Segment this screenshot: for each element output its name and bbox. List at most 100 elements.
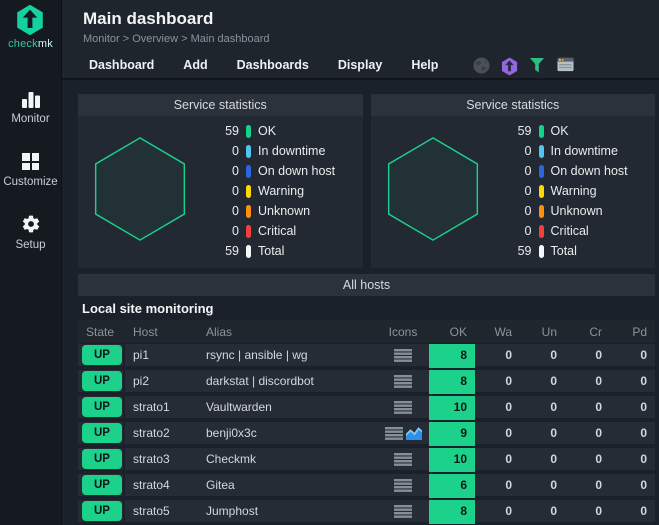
host-name[interactable]: strato4 <box>125 474 198 498</box>
host-state-badge[interactable]: UP <box>82 501 122 521</box>
checkmk-logo[interactable]: checkmk <box>8 4 53 50</box>
col-header-cr[interactable]: Cr <box>589 324 602 339</box>
host-name[interactable]: strato2 <box>125 422 198 446</box>
ok-count[interactable]: 6 <box>429 474 475 498</box>
host-state-badge[interactable]: UP <box>82 397 122 417</box>
pending-count[interactable]: 0 <box>610 448 655 472</box>
ok-count[interactable]: 8 <box>429 370 475 394</box>
unknown-count[interactable]: 0 <box>520 474 565 498</box>
checkmk-version-icon[interactable] <box>501 57 518 75</box>
service-graphs-icon[interactable] <box>405 426 422 440</box>
critical-count[interactable]: 0 <box>565 344 610 368</box>
host-name[interactable]: pi1 <box>125 344 198 368</box>
host-state-badge[interactable]: UP <box>82 475 122 495</box>
ok-count[interactable]: 9 <box>429 422 475 446</box>
warning-count[interactable]: 0 <box>475 500 520 524</box>
col-header-icons[interactable]: Icons <box>388 324 418 339</box>
service-menu-icon[interactable] <box>394 452 412 466</box>
host-name[interactable]: strato3 <box>125 448 198 472</box>
host-state-badge[interactable]: UP <box>82 371 122 391</box>
col-header-pd[interactable]: Pd <box>632 324 647 339</box>
sidebar-item-monitor[interactable]: Monitor <box>0 84 61 129</box>
legend-item[interactable]: 0 Unknown <box>213 201 335 221</box>
service-stats-hexagon[interactable] <box>91 136 189 247</box>
host-alias: Vaultwarden <box>198 396 377 420</box>
unknown-count[interactable]: 0 <box>520 396 565 420</box>
pending-count[interactable]: 0 <box>610 500 655 524</box>
host-state-badge[interactable]: UP <box>82 423 122 443</box>
unknown-count[interactable]: 0 <box>520 422 565 446</box>
filter-icon[interactable] <box>529 57 546 74</box>
globe-icon[interactable] <box>473 57 490 74</box>
pending-count[interactable]: 0 <box>610 422 655 446</box>
warning-count[interactable]: 0 <box>475 422 520 446</box>
unknown-count[interactable]: 0 <box>520 344 565 368</box>
service-menu-icon[interactable] <box>384 426 403 440</box>
col-header-un[interactable]: Un <box>541 324 557 339</box>
critical-count[interactable]: 0 <box>565 370 610 394</box>
ok-count[interactable]: 10 <box>429 396 475 420</box>
menu-item-add[interactable]: Add <box>183 58 208 72</box>
critical-count[interactable]: 0 <box>565 474 610 498</box>
legend-item[interactable]: 59 OK <box>506 121 628 141</box>
service-menu-icon[interactable] <box>394 478 412 492</box>
host-name[interactable]: pi2 <box>125 370 198 394</box>
unknown-count[interactable]: 0 <box>520 448 565 472</box>
pending-count[interactable]: 0 <box>610 344 655 368</box>
critical-count[interactable]: 0 <box>565 448 610 472</box>
ok-count[interactable]: 8 <box>429 344 475 368</box>
warning-count[interactable]: 0 <box>475 370 520 394</box>
service-menu-icon[interactable] <box>394 374 412 388</box>
host-name[interactable]: strato1 <box>125 396 198 420</box>
sidebar-item-setup[interactable]: Setup <box>0 210 61 255</box>
service-menu-icon[interactable] <box>394 348 412 362</box>
host-state-badge[interactable]: UP <box>82 345 122 365</box>
legend-item[interactable]: 0 In downtime <box>213 141 335 161</box>
pending-count[interactable]: 0 <box>610 396 655 420</box>
legend-color-pill <box>246 144 251 158</box>
warning-count[interactable]: 0 <box>475 344 520 368</box>
warning-count[interactable]: 0 <box>475 396 520 420</box>
pending-count[interactable]: 0 <box>610 474 655 498</box>
ok-count[interactable]: 10 <box>429 448 475 472</box>
legend-item[interactable]: 59 OK <box>213 121 335 141</box>
legend-label: Critical <box>258 224 297 238</box>
service-stats-legend: 59 OK 0 In downtime <box>506 121 628 261</box>
legend-item[interactable]: 0 In downtime <box>506 141 628 161</box>
popup-window-icon[interactable] <box>557 57 574 74</box>
host-state-badge[interactable]: UP <box>82 449 122 469</box>
col-header-state[interactable]: State <box>86 324 115 339</box>
critical-count[interactable]: 0 <box>565 422 610 446</box>
legend-label: Total <box>258 244 285 258</box>
legend-item[interactable]: 0 On down host <box>506 161 628 181</box>
menu-item-dashboards[interactable]: Dashboards <box>236 58 309 72</box>
host-name[interactable]: strato5 <box>125 500 198 524</box>
legend-item[interactable]: 0 Warning <box>213 181 335 201</box>
ok-count[interactable]: 8 <box>429 500 475 524</box>
sidebar-item-customize[interactable]: Customize <box>0 147 61 192</box>
legend-item[interactable]: 59 Total <box>213 241 335 261</box>
warning-count[interactable]: 0 <box>475 448 520 472</box>
menu-item-dashboard[interactable]: Dashboard <box>89 58 155 72</box>
col-header-wa[interactable]: Wa <box>494 324 512 339</box>
unknown-count[interactable]: 0 <box>520 500 565 524</box>
unknown-count[interactable]: 0 <box>520 370 565 394</box>
service-menu-icon[interactable] <box>394 400 412 414</box>
legend-item[interactable]: 0 Unknown <box>506 201 628 221</box>
critical-count[interactable]: 0 <box>565 500 610 524</box>
menu-item-help[interactable]: Help <box>411 58 439 72</box>
menu-item-display[interactable]: Display <box>337 58 383 72</box>
legend-item[interactable]: 0 Critical <box>506 221 628 241</box>
service-stats-hexagon[interactable] <box>384 136 482 247</box>
critical-count[interactable]: 0 <box>565 396 610 420</box>
col-header-ok[interactable]: OK <box>449 324 467 339</box>
warning-count[interactable]: 0 <box>475 474 520 498</box>
legend-item[interactable]: 59 Total <box>506 241 628 261</box>
legend-item[interactable]: 0 Warning <box>506 181 628 201</box>
col-header-alias[interactable]: Alias <box>206 324 233 339</box>
legend-item[interactable]: 0 On down host <box>213 161 335 181</box>
service-menu-icon[interactable] <box>394 504 412 518</box>
legend-item[interactable]: 0 Critical <box>213 221 335 241</box>
pending-count[interactable]: 0 <box>610 370 655 394</box>
col-header-host[interactable]: Host <box>133 324 158 339</box>
